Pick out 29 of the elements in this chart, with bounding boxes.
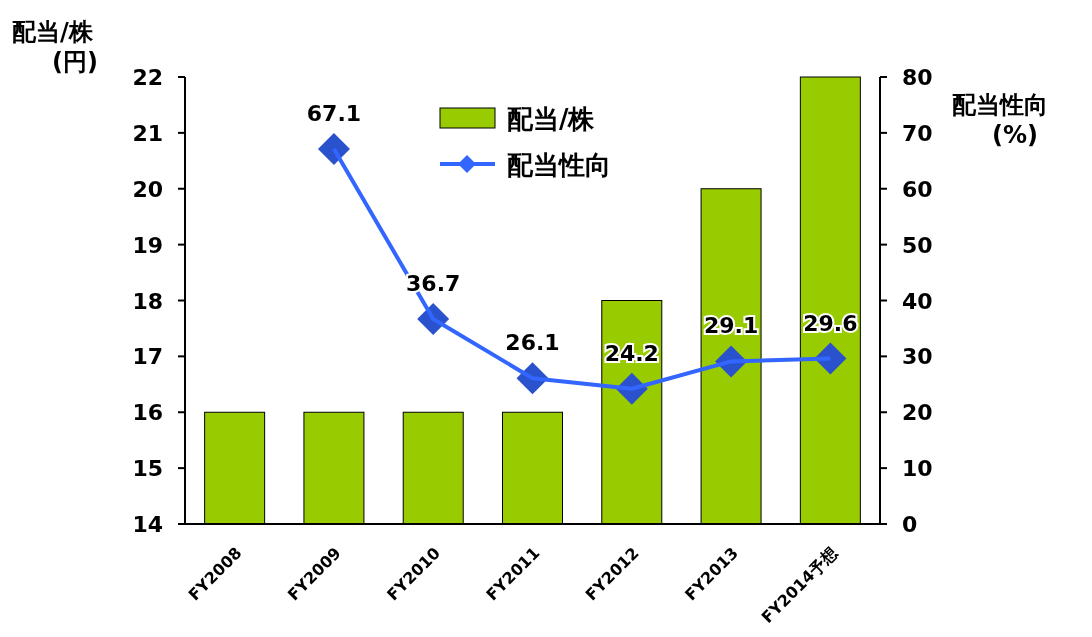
legend-label: 配当/株 (507, 104, 596, 134)
legend-配当/株: 配当/株 (439, 104, 595, 134)
y2-tick-label: 60 (902, 176, 933, 202)
data-label: 67.1 (306, 101, 362, 127)
y-tick-label: 19 (132, 232, 163, 258)
y-axis-title: 配当/株 (円) (12, 18, 98, 76)
y-tick-label: 21 (132, 120, 163, 146)
y-tick-label: 20 (132, 176, 163, 202)
legend-label: 配当性向 (507, 150, 611, 180)
y2-tick-label: 50 (902, 232, 933, 258)
data-label: 26.1 (505, 330, 560, 356)
y2-tick-label: 70 (902, 120, 933, 146)
y-tick-label: 14 (132, 512, 163, 537)
y2-tick-label: 20 (902, 400, 933, 426)
y2-tick-label: 30 (902, 344, 933, 370)
y2-tick-label: 80 (902, 65, 933, 90)
legend-配当性向: 配当性向 (440, 150, 611, 180)
data-label: 29.6 (803, 310, 858, 336)
y-tick-label: 15 (132, 456, 163, 482)
y2-axis-title: 配当性向 (%) (952, 91, 1048, 149)
y-tick-label: 17 (132, 344, 163, 370)
y2-tick-label: 0 (902, 512, 918, 537)
y-tick-label: 18 (132, 288, 163, 314)
data-label: 24.2 (604, 340, 659, 366)
data-label: 29.1 (703, 313, 759, 339)
y-tick-label: 16 (132, 400, 163, 426)
y-tick-label: 22 (132, 65, 163, 90)
y2-tick-label: 10 (902, 456, 933, 482)
y2-tick-label: 40 (902, 288, 933, 314)
